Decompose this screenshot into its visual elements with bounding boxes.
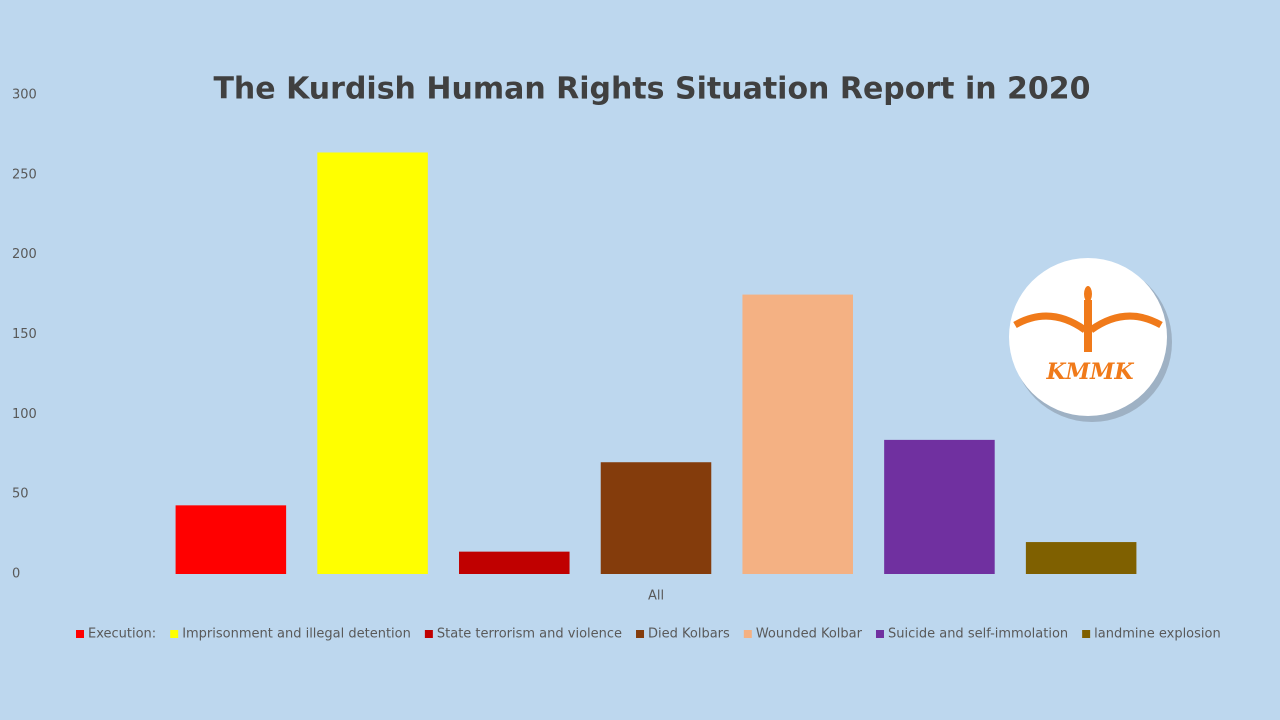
legend-swatch — [743, 630, 752, 638]
legend-swatch — [875, 630, 884, 638]
logo-candle — [1084, 300, 1092, 352]
legend-label: Imprisonment and illegal detention — [182, 627, 411, 642]
bar — [175, 505, 287, 574]
legend-label: Died Kolbars — [648, 627, 730, 642]
legend-swatch — [636, 630, 645, 638]
y-tick-label: 150 — [12, 327, 37, 342]
logo-text: KMMK — [1046, 359, 1135, 385]
y-tick-label: 50 — [12, 487, 29, 502]
bar — [459, 551, 570, 574]
logo-flame — [1084, 286, 1092, 302]
bar — [884, 439, 995, 574]
bar — [742, 294, 853, 574]
y-tick-label: 250 — [12, 167, 37, 182]
y-tick-label: 100 — [12, 407, 37, 422]
legend-swatch — [76, 630, 84, 638]
x-tick-label: All — [648, 589, 664, 604]
legend-label: Wounded Kolbar — [756, 627, 863, 642]
logo: KMMK — [1009, 258, 1172, 422]
y-tick-label: 300 — [12, 88, 37, 103]
legend-label: Suicide and self-immolation — [888, 627, 1068, 642]
y-tick-label: 0 — [12, 567, 20, 582]
legend-swatch — [170, 630, 179, 638]
legend-swatch — [1082, 630, 1091, 638]
y-tick-label: 200 — [12, 247, 37, 262]
bar — [317, 152, 428, 575]
chart-title: The Kurdish Human Rights Situation Repor… — [213, 72, 1090, 107]
logo-arcs — [1013, 312, 1163, 333]
legend-swatch — [424, 630, 433, 638]
legend-label: State terrorism and violence — [437, 627, 622, 642]
bar — [1025, 542, 1137, 574]
legend-label: Execution: — [88, 627, 156, 642]
bar — [600, 462, 712, 574]
legend-label: landmine explosion — [1094, 627, 1221, 642]
